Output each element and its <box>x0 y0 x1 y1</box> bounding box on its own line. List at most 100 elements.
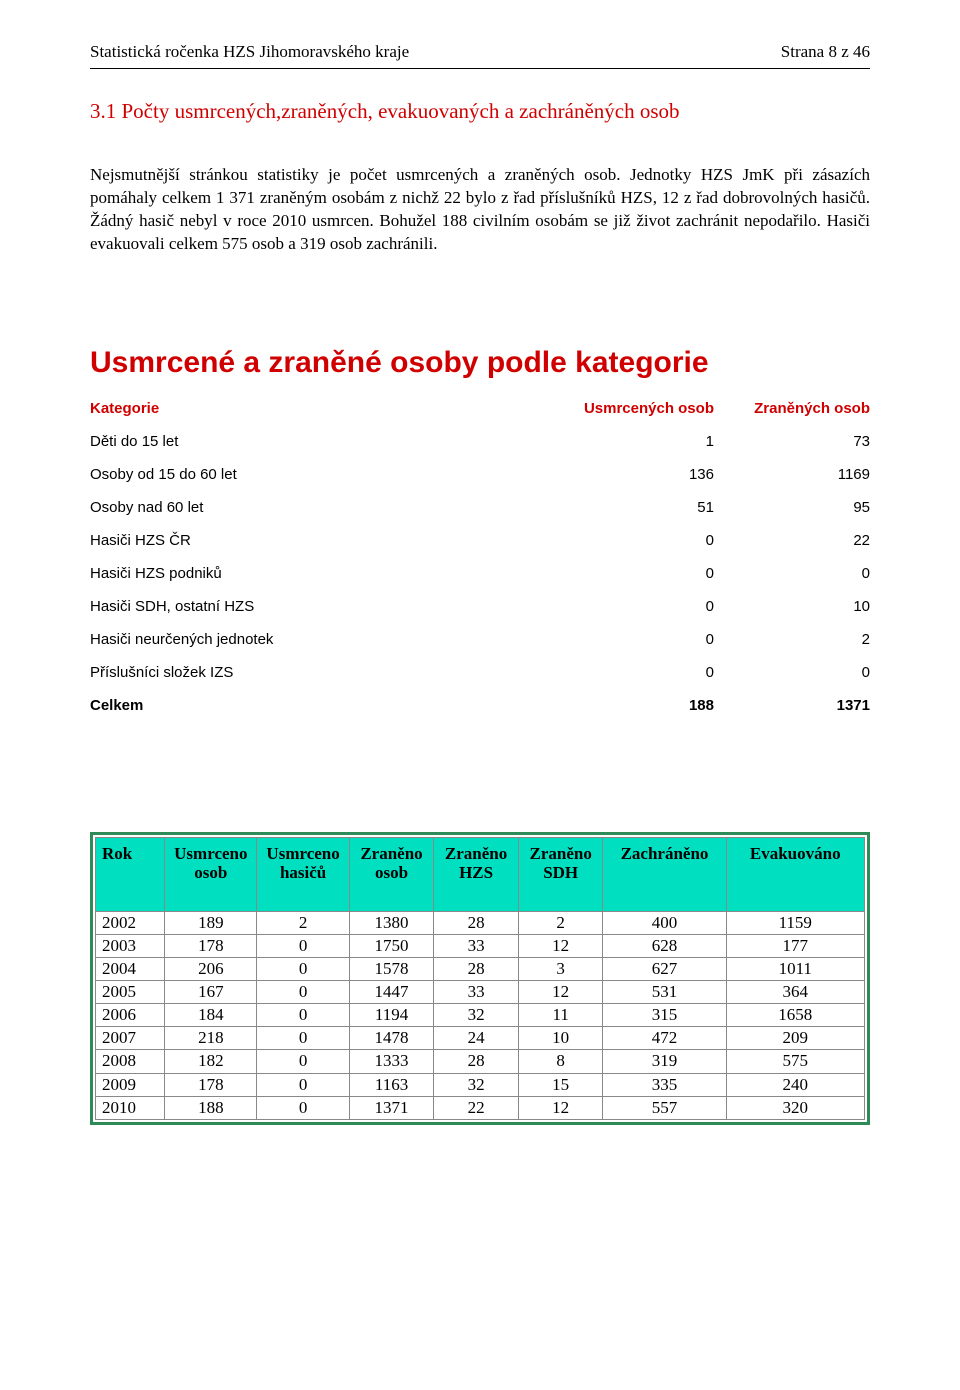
section-title: 3.1 Počty usmrcených,zraněných, evakuova… <box>90 99 870 124</box>
table1-cell-c2: 22 <box>714 524 870 557</box>
table2-cell: 0 <box>257 1073 349 1096</box>
body-paragraph-1: Nejsmutnější stránkou statistiky je poče… <box>90 164 870 256</box>
table2-cell: 206 <box>165 958 257 981</box>
table1-cell-c1: 136 <box>542 458 714 491</box>
table1-row: Hasiči HZS ČR022 <box>90 524 870 557</box>
table2-row: 2009178011633215335240 <box>96 1073 865 1096</box>
table1-cell-label: Příslušníci složek IZS <box>90 656 542 689</box>
table1-row: Děti do 15 let173 <box>90 425 870 458</box>
table1-total-label: Celkem <box>90 689 542 722</box>
table2-cell: 0 <box>257 1004 349 1027</box>
table2-cell: 10 <box>518 1027 603 1050</box>
table1-cell-label: Osoby nad 60 let <box>90 491 542 524</box>
table2-cell: 188 <box>165 1096 257 1119</box>
table2-cell: 1478 <box>349 1027 434 1050</box>
table2-cell: 33 <box>434 934 519 957</box>
table2-header-cell: Zraněnoosob <box>349 837 434 911</box>
page-header: Statistická ročenka HZS Jihomoravského k… <box>90 42 870 62</box>
table2-cell: 575 <box>726 1050 865 1073</box>
table2-cell: 33 <box>434 981 519 1004</box>
table2-row: 200818201333288319575 <box>96 1050 865 1073</box>
table1-row: Hasiči SDH, ostatní HZS010 <box>90 590 870 623</box>
table2-cell: 218 <box>165 1027 257 1050</box>
table2-cell: 315 <box>603 1004 726 1027</box>
table1-cell-c1: 0 <box>542 623 714 656</box>
table1-row: Osoby od 15 do 60 let1361169 <box>90 458 870 491</box>
table1-header-row: Kategorie Usmrcených osob Zraněných osob <box>90 396 870 425</box>
table2-cell: 178 <box>165 934 257 957</box>
table2-row: 20061840119432113151658 <box>96 1004 865 1027</box>
table2-header-cell: ZraněnoHZS <box>434 837 519 911</box>
table1-row: Hasiči neurčených jednotek02 <box>90 623 870 656</box>
table2-cell: 12 <box>518 934 603 957</box>
table2-cell: 184 <box>165 1004 257 1027</box>
table2-cell: 3 <box>518 958 603 981</box>
table1-header-usmrcenych: Usmrcených osob <box>542 396 714 425</box>
table2-cell: 2004 <box>96 958 165 981</box>
header-left: Statistická ročenka HZS Jihomoravského k… <box>90 42 409 62</box>
table2-cell: 0 <box>257 958 349 981</box>
table2-cell: 531 <box>603 981 726 1004</box>
table1-cell-c2: 10 <box>714 590 870 623</box>
table2-header-cell: Rok <box>96 837 165 911</box>
table1-header-zranenych: Zraněných osob <box>714 396 870 425</box>
table1-cell-label: Hasiči neurčených jednotek <box>90 623 542 656</box>
table1-total-c2: 1371 <box>714 689 870 722</box>
table1-cell-label: Hasiči HZS ČR <box>90 524 542 557</box>
table2-cell: 0 <box>257 981 349 1004</box>
table2-cell: 28 <box>434 958 519 981</box>
table1-cell-c1: 0 <box>542 590 714 623</box>
table2-cell: 189 <box>165 911 257 934</box>
table2-cell: 1159 <box>726 911 865 934</box>
table1-cell-c1: 51 <box>542 491 714 524</box>
table1-cell-label: Osoby od 15 do 60 let <box>90 458 542 491</box>
table2-cell: 12 <box>518 981 603 1004</box>
table1-cell-c1: 1 <box>542 425 714 458</box>
table2-cell: 22 <box>434 1096 519 1119</box>
table1-cell-c1: 0 <box>542 656 714 689</box>
table2-cell: 1658 <box>726 1004 865 1027</box>
table1-title: Usmrcené a zraněné osoby podle kategorie <box>90 346 870 380</box>
table1-cell-c1: 0 <box>542 557 714 590</box>
table1-cell-c2: 95 <box>714 491 870 524</box>
table2-cell: 11 <box>518 1004 603 1027</box>
table2-header-cell: Usmrcenoosob <box>165 837 257 911</box>
table1-cell-label: Hasiči HZS podniků <box>90 557 542 590</box>
table2-cell: 627 <box>603 958 726 981</box>
table2-cell: 1750 <box>349 934 434 957</box>
table2-cell: 167 <box>165 981 257 1004</box>
table2-header-cell: Evakuováno <box>726 837 865 911</box>
table2-cell: 472 <box>603 1027 726 1050</box>
table2-header-cell: Usmrcenohasičů <box>257 837 349 911</box>
table2-cell: 0 <box>257 1050 349 1073</box>
table2-cell: 1380 <box>349 911 434 934</box>
table2-cell: 2008 <box>96 1050 165 1073</box>
table1-cell-label: Děti do 15 let <box>90 425 542 458</box>
table2-cell: 240 <box>726 1073 865 1096</box>
table2-cell: 1371 <box>349 1096 434 1119</box>
table2-cell: 182 <box>165 1050 257 1073</box>
table2-cell: 2007 <box>96 1027 165 1050</box>
table1-total-row: Celkem1881371 <box>90 689 870 722</box>
table2-cell: 2002 <box>96 911 165 934</box>
table2-cell: 2003 <box>96 934 165 957</box>
category-table: Kategorie Usmrcených osob Zraněných osob… <box>90 396 870 722</box>
table2-cell: 32 <box>434 1004 519 1027</box>
table2-row: 2002189213802824001159 <box>96 911 865 934</box>
table2-cell: 178 <box>165 1073 257 1096</box>
table2-row: 2010188013712212557320 <box>96 1096 865 1119</box>
table2-header-row: RokUsmrcenoosobUsmrcenohasičůZraněnoosob… <box>96 837 865 911</box>
table2-row: 2003178017503312628177 <box>96 934 865 957</box>
table2-cell: 1194 <box>349 1004 434 1027</box>
table2-cell: 319 <box>603 1050 726 1073</box>
table2-cell: 2006 <box>96 1004 165 1027</box>
yearly-table-wrap: RokUsmrcenoosobUsmrcenohasičůZraněnoosob… <box>90 832 870 1125</box>
table2-cell: 2 <box>518 911 603 934</box>
table1-cell-c2: 73 <box>714 425 870 458</box>
table2-cell: 2009 <box>96 1073 165 1096</box>
table1-cell-c2: 0 <box>714 656 870 689</box>
table2-cell: 2010 <box>96 1096 165 1119</box>
table2-cell: 12 <box>518 1096 603 1119</box>
table2-cell: 320 <box>726 1096 865 1119</box>
table1-cell-c1: 0 <box>542 524 714 557</box>
